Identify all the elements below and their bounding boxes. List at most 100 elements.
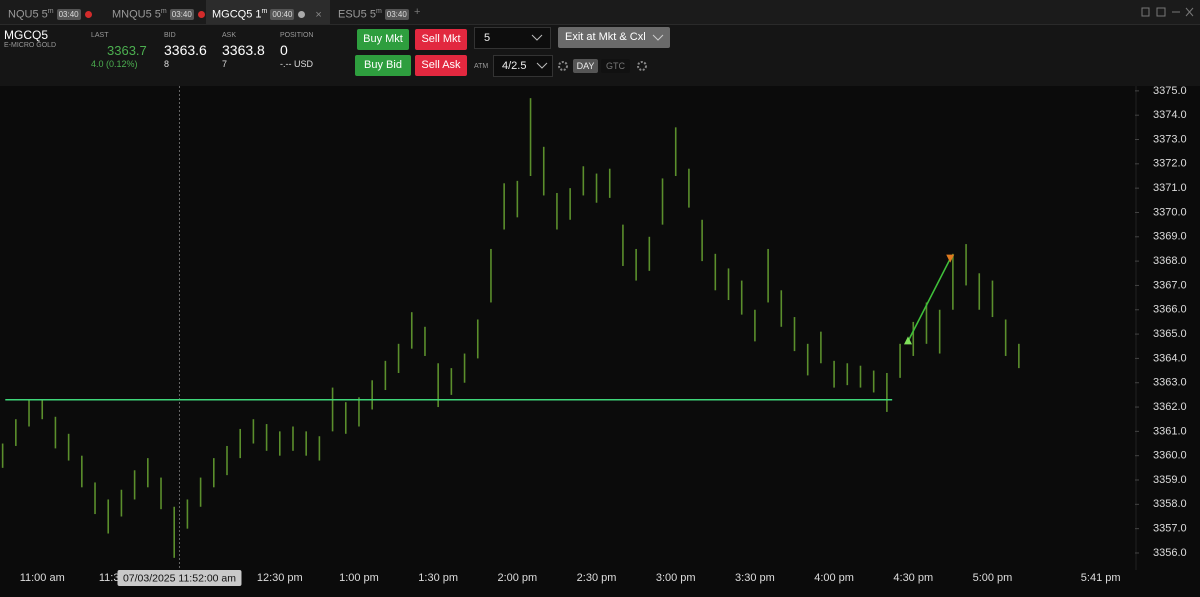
tab-timer: 03:40 (384, 9, 409, 21)
label: ASK (222, 32, 237, 39)
ask-size: 7 (222, 59, 228, 69)
chart: 3356.0 3357.0 3358.0 3359.0 3360.0 3361.0 3362… (0, 86, 1200, 597)
tab-interval: 5 (369, 8, 376, 21)
tab-interval: 5 (41, 8, 48, 21)
y-tick-label: 3370.0 (1153, 206, 1187, 218)
trend-end (946, 254, 955, 263)
icon[interactable] (1156, 7, 1166, 17)
x-tick-label: 1:00 pm (339, 572, 379, 584)
exit-button[interactable]: Exit at Mkt & Cxl (558, 27, 670, 48)
ask: 3363.8 (222, 42, 265, 58)
y-tick-label: 3373.0 (1153, 133, 1187, 145)
tab-timer: 03:40 (56, 9, 81, 21)
label: BID (164, 32, 176, 39)
tab-timer: 00:40 (270, 9, 295, 21)
status-dot (197, 11, 205, 19)
pnl: -.-- USD (280, 59, 313, 69)
y-tick-label: 3359.0 (1153, 474, 1187, 486)
close-icon[interactable]: × (315, 8, 322, 21)
quantity: 5 (484, 32, 491, 44)
status-dot (298, 11, 306, 19)
x-tick-label: 2:30 pm (577, 572, 617, 584)
status-dot (84, 11, 92, 19)
quantity-input[interactable]: 5 (474, 27, 551, 49)
settings-icon[interactable] (636, 60, 648, 72)
day-button[interactable]: DAY (573, 59, 598, 73)
atm-label: ATM (474, 63, 489, 70)
dropdown-icon (531, 34, 543, 41)
tab-unit: m (261, 8, 268, 15)
crosshair-label-box (117, 570, 242, 586)
tab-interval: 5 (154, 8, 161, 21)
y-tick-label: 3361.0 (1153, 425, 1187, 437)
tab-active[interactable]: MGCQ5 1m 00:40 × (206, 0, 330, 24)
y-tick-label: 3372.0 (1153, 158, 1187, 170)
x-tick-label: 11:00 am (20, 572, 65, 584)
y-tick-label: 3371.0 (1153, 182, 1187, 194)
x-tick-label: 2:00 pm (497, 572, 537, 584)
settings-icon[interactable] (557, 60, 569, 72)
y-tick-label: 3375.0 (1153, 86, 1187, 97)
last-price: 3363.7 (107, 43, 147, 58)
add-tab[interactable]: + (414, 6, 421, 18)
position: 0 (280, 42, 288, 58)
y-tick-label: 3360.0 (1153, 450, 1187, 462)
tab-unit: m (47, 8, 54, 15)
instrument-name: E-MICRO GOLD (4, 42, 57, 49)
y-tick-label: 3368.0 (1153, 255, 1187, 267)
label: LAST (91, 32, 109, 39)
y-tick-label: 3369.0 (1153, 231, 1187, 243)
header: MGCQ5 E-MICRO GOLD LAST 3363.7 4.0 (0.12… (0, 25, 1200, 86)
y-tick-label: 3367.0 (1153, 279, 1187, 291)
buy-mkt-button[interactable]: Buy Mkt (357, 29, 409, 50)
trend-start (904, 336, 912, 345)
y-tick-label: 3365.0 (1153, 328, 1187, 340)
crosshair-label: 07/03/2025 11:52:00 am (123, 572, 236, 584)
y-tick-label: 3374.0 (1153, 109, 1187, 121)
tab-bar: NQU5 5m 03:40 MNQU5 5m 03:40 MGCQ5 1m 00:40… (0, 0, 1200, 25)
y-tick-label: 3366.0 (1153, 304, 1187, 316)
buy-bid-button[interactable]: Buy Bid (355, 55, 411, 76)
tab-symbol: MGCQ5 (212, 8, 253, 21)
bid-size: 8 (164, 59, 170, 69)
dropdown-icon (652, 34, 664, 41)
x-tick-label: 5:41 pm (1081, 572, 1121, 584)
icon[interactable] (1141, 7, 1150, 17)
tab-interval: 1 (255, 8, 262, 21)
sell-ask-button[interactable]: Sell Ask (415, 55, 467, 76)
bid: 3363.6 (164, 42, 207, 58)
tab-symbol: MNQU5 (112, 8, 152, 21)
chart-background (0, 86, 1200, 597)
tab-timer: 03:40 (169, 9, 194, 21)
tab-symbol: NQU5 (8, 8, 39, 21)
x-tick-label: 3:00 pm (656, 572, 696, 584)
x-tick-label: 3:30 pm (735, 572, 775, 584)
tab[interactable]: NQU5 5m 03:40 (0, 0, 104, 24)
gtc-button[interactable]: GTC (601, 59, 630, 73)
x-tick-label: 4:00 pm (814, 572, 854, 584)
sell-mkt-button[interactable]: Sell Mkt (415, 29, 467, 50)
symbol: MGCQ5 (4, 28, 49, 42)
y-tick-label: 3356.0 (1153, 547, 1187, 559)
y-tick-label: 3362.0 (1153, 401, 1187, 413)
icon[interactable] (1185, 7, 1194, 17)
atm-select[interactable]: 4/2.5 (493, 55, 553, 77)
change: 4.0 (0.12%) (91, 59, 138, 69)
tab-unit: m (160, 8, 167, 15)
y-tick-label: 3357.0 (1153, 523, 1187, 535)
x-tick-label: 12:30 pm (257, 572, 303, 584)
tab-unit: m (375, 8, 382, 15)
tab[interactable]: MNQU5 5m 03:40 (104, 0, 206, 24)
tab[interactable]: ESU5 5m 03:40 (330, 0, 410, 24)
window-icons (1141, 7, 1194, 17)
x-tick-label: 5:00 pm (973, 572, 1013, 584)
atm-value: 4/2.5 (502, 60, 527, 72)
y-tick-label: 3364.0 (1153, 352, 1187, 364)
label: POSITION (280, 32, 314, 39)
tab-symbol: ESU5 (338, 8, 367, 21)
exit-label: Exit at Mkt & Cxl (565, 31, 646, 43)
x-tick-label: 4:30 pm (893, 572, 933, 584)
dropdown-icon (536, 62, 548, 69)
trend-line (907, 258, 951, 342)
